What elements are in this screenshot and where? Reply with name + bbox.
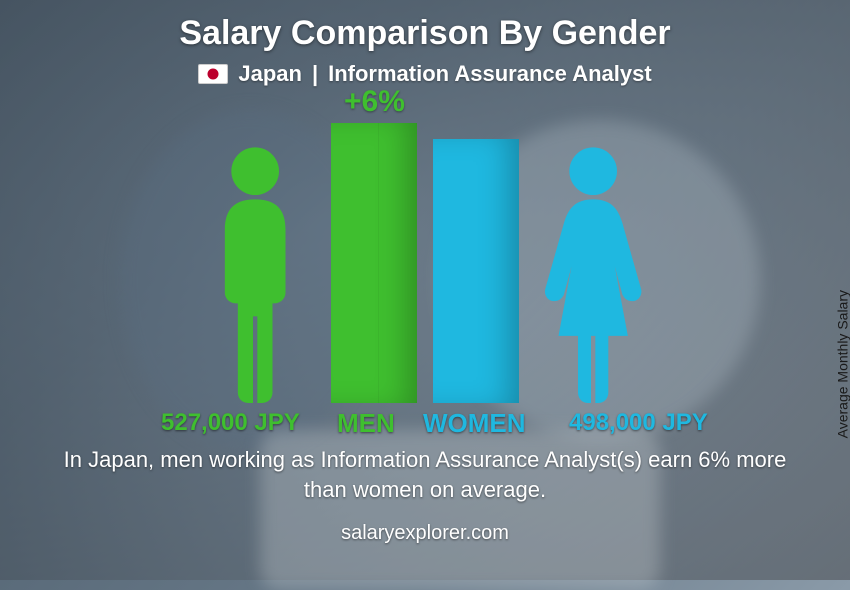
comparison-chart: +6% 527,000 JPY MEN WOMEN 498,000 JPY <box>65 99 785 439</box>
summary-text: In Japan, men working as Information Ass… <box>45 445 805 504</box>
page-title: Salary Comparison By Gender <box>179 14 670 53</box>
women-salary-value: 498,000 JPY <box>569 409 708 437</box>
subtitle: Japan | Information Assurance Analyst <box>198 61 651 87</box>
difference-label: +6% <box>344 85 405 119</box>
women-bar <box>433 139 519 403</box>
y-axis-caption: Average Monthly Salary <box>834 290 850 438</box>
japan-flag-icon <box>198 64 228 84</box>
country-label: Japan <box>238 61 302 87</box>
separator: | <box>312 61 318 87</box>
woman-icon <box>539 143 647 403</box>
men-bar <box>331 123 417 403</box>
men-label: MEN <box>337 408 395 439</box>
men-salary-value: 527,000 JPY <box>161 409 300 437</box>
labels-row: 527,000 JPY MEN WOMEN 498,000 JPY <box>65 407 785 439</box>
women-label: WOMEN <box>423 408 526 439</box>
man-icon <box>201 143 309 403</box>
job-title-label: Information Assurance Analyst <box>328 61 652 87</box>
source-attribution: salaryexplorer.com <box>341 522 509 545</box>
